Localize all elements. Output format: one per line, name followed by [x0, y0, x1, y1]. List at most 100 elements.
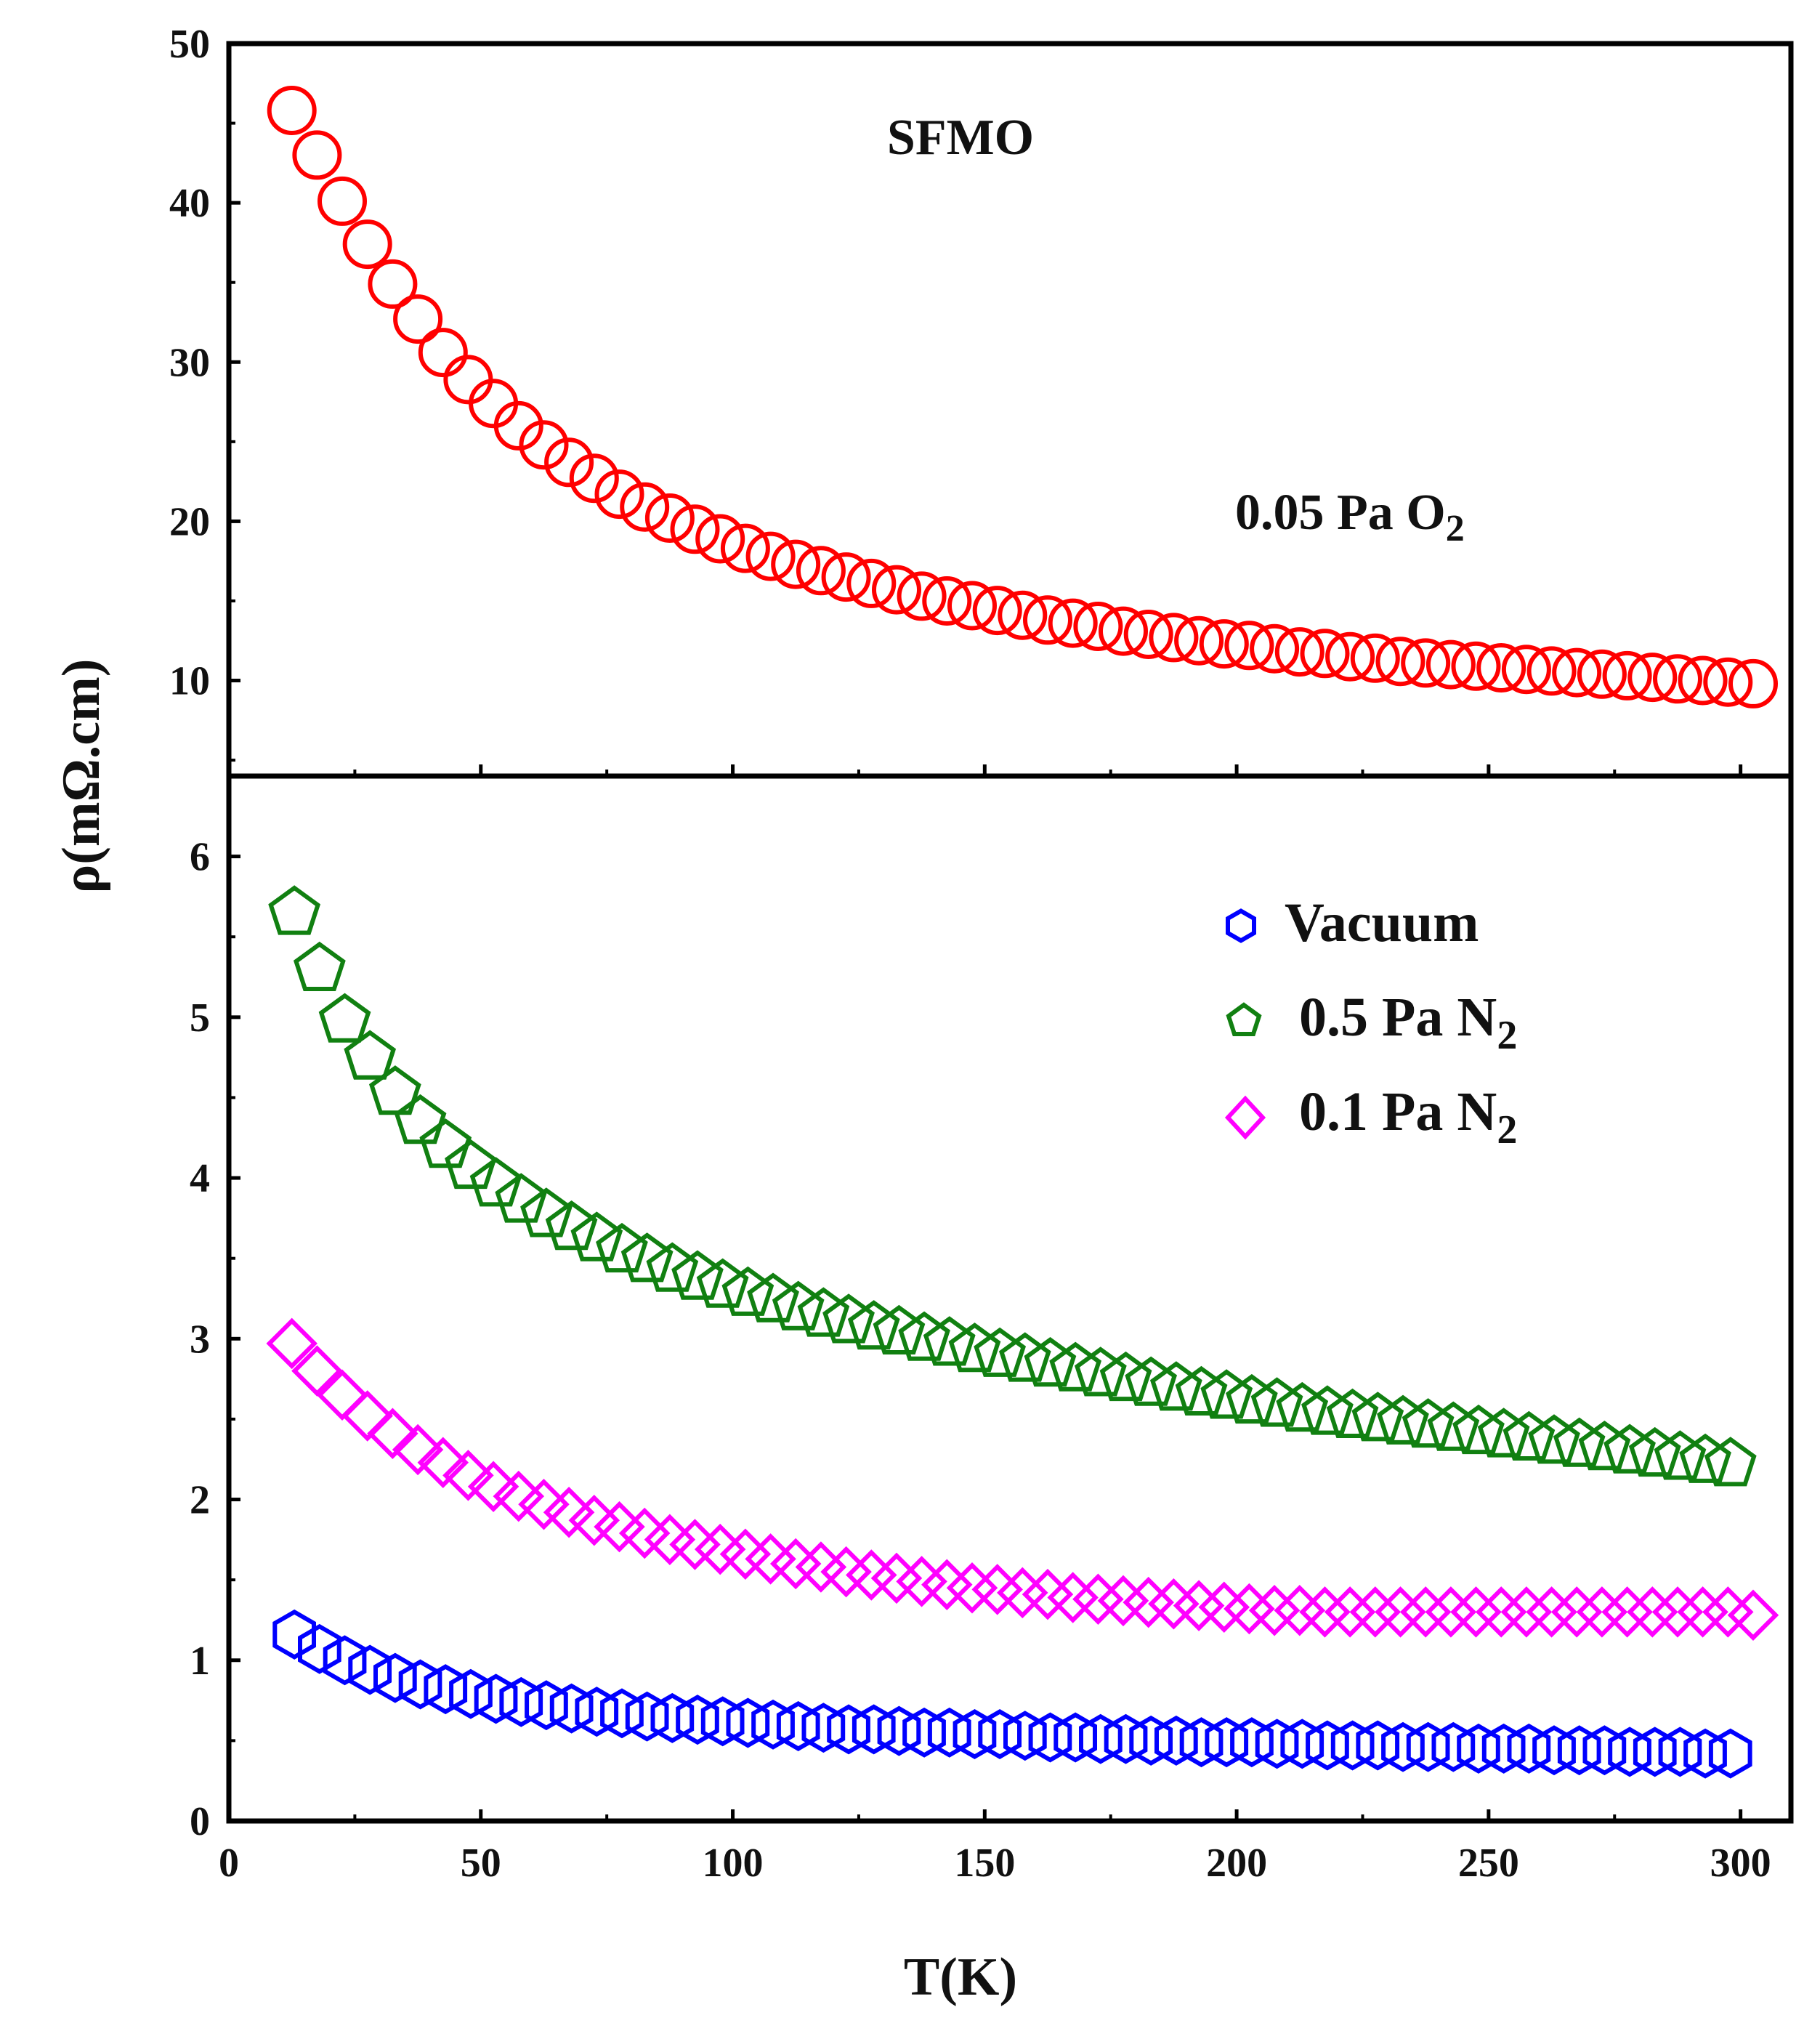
data-point-0-05-pa-o2	[821, 552, 871, 602]
atmosphere-annotation-main: 0.05 Pa O	[1235, 485, 1446, 541]
data-point-0-1-pa-n2	[316, 1369, 368, 1421]
data-point-0-05-pa-o2	[1401, 638, 1451, 688]
data-point-0-05-pa-o2	[544, 437, 594, 488]
data-point-0-05-pa-o2	[1703, 657, 1753, 707]
data-point-0-1-pa-n2	[1399, 1586, 1452, 1638]
data-point-vacuum	[1507, 1723, 1551, 1774]
data-point-vacuum	[1003, 1711, 1047, 1761]
data-point-0-05-pa-o2	[368, 259, 418, 309]
data-point-0-5-pa-n2	[1326, 1388, 1379, 1438]
data-point-0-5-pa-n2	[1074, 1346, 1127, 1397]
data-point-0-1-pa-n2	[442, 1450, 494, 1501]
top-y-tick-label: 40	[169, 181, 210, 226]
x-axis-title: T(K)	[904, 1947, 1017, 2007]
data-point-0-5-pa-n2	[1628, 1426, 1681, 1477]
data-point-vacuum	[1481, 1723, 1526, 1774]
data-point-vacuum	[499, 1676, 543, 1727]
data-point-0-05-pa-o2	[292, 130, 342, 180]
data-point-0-05-pa-o2	[493, 400, 543, 451]
data-point-0-05-pa-o2	[569, 453, 619, 504]
data-point-0-1-pa-n2	[543, 1486, 595, 1538]
data-point-0-1-pa-n2	[1576, 1586, 1628, 1638]
data-point-0-1-pa-n2	[1097, 1575, 1149, 1627]
data-point-0-5-pa-n2	[1226, 1373, 1278, 1424]
data-point-0-1-pa-n2	[341, 1390, 393, 1442]
x-tick-label: 250	[1458, 1841, 1519, 1886]
data-point-0-05-pa-o2	[1577, 649, 1627, 699]
data-point-0-05-pa-o2	[1425, 639, 1476, 690]
data-point-vacuum	[877, 1705, 921, 1756]
data-point-0-1-pa-n2	[1475, 1586, 1527, 1638]
x-tick-label: 50	[461, 1841, 501, 1886]
data-point-vacuum	[1557, 1725, 1601, 1776]
data-point-0-1-pa-n2	[1072, 1573, 1124, 1625]
data-point-0-05-pa-o2	[1325, 631, 1375, 682]
legend-marker-diamond	[1224, 1095, 1266, 1140]
data-point-0-1-pa-n2	[1425, 1586, 1477, 1638]
data-point-0-5-pa-n2	[721, 1266, 774, 1316]
data-point-0-1-pa-n2	[1627, 1586, 1678, 1638]
data-point-vacuum	[1582, 1725, 1627, 1776]
data-point-vacuum	[272, 1609, 316, 1660]
data-point-0-5-pa-n2	[1175, 1365, 1228, 1416]
data-point-0-05-pa-o2	[846, 558, 897, 608]
data-point-vacuum	[1608, 1727, 1651, 1777]
data-point-0-5-pa-n2	[1351, 1392, 1404, 1442]
data-point-0-05-pa-o2	[393, 294, 443, 344]
data-point-0-5-pa-n2	[520, 1187, 573, 1237]
legend: Vacuum 0.5 Pa N2 0.1 Pa N2	[1224, 892, 1517, 1152]
bottom-y-tick-label: 3	[190, 1317, 210, 1362]
data-point-0-5-pa-n2	[1477, 1408, 1530, 1458]
data-point-vacuum	[1381, 1721, 1425, 1772]
data-point-0-05-pa-o2	[1023, 595, 1072, 645]
data-point-vacuum	[700, 1696, 745, 1747]
data-point-0-05-pa-o2	[771, 539, 821, 589]
data-point-vacuum	[600, 1688, 644, 1739]
data-point-0-5-pa-n2	[268, 885, 321, 935]
data-point-0-1-pa-n2	[1299, 1586, 1351, 1638]
data-point-0-5-pa-n2	[1024, 1336, 1077, 1387]
data-point-0-05-pa-o2	[897, 571, 947, 621]
data-point-0-1-pa-n2	[1349, 1586, 1402, 1638]
top-panel-ticks: 10 20 30 40 50	[169, 22, 1743, 776]
data-point-0-1-pa-n2	[1123, 1576, 1174, 1628]
data-point-0-5-pa-n2	[1125, 1356, 1178, 1406]
data-point-0-05-pa-o2	[695, 514, 745, 564]
data-point-vacuum	[298, 1623, 341, 1674]
data-point-0-05-pa-o2	[1099, 606, 1148, 656]
legend-label-0-1-pa-n2: 0.1 Pa N2	[1299, 1081, 1517, 1152]
data-point-0-5-pa-n2	[923, 1316, 976, 1366]
data-point-0-05-pa-o2	[418, 328, 468, 378]
data-point-0-5-pa-n2	[998, 1332, 1051, 1382]
data-point-0-1-pa-n2	[1375, 1586, 1426, 1638]
data-point-0-5-pa-n2	[1704, 1437, 1757, 1487]
data-point-0-1-pa-n2	[1224, 1583, 1275, 1635]
data-point-0-5-pa-n2	[1603, 1424, 1656, 1474]
data-point-0-05-pa-o2	[670, 504, 720, 554]
data-point-vacuum	[927, 1707, 971, 1758]
bottom-y-tick-label: 4	[190, 1156, 210, 1201]
data-point-0-1-pa-n2	[1526, 1586, 1577, 1638]
data-point-0-1-pa-n2	[1248, 1584, 1301, 1636]
data-point-0-1-pa-n2	[1550, 1586, 1603, 1638]
data-point-0-1-pa-n2	[518, 1478, 570, 1530]
data-point-vacuum	[1658, 1727, 1702, 1777]
data-point-0-05-pa-o2	[519, 420, 569, 470]
data-point-0-5-pa-n2	[1250, 1377, 1303, 1427]
data-point-0-05-pa-o2	[1073, 602, 1123, 651]
data-point-vacuum	[1330, 1720, 1375, 1771]
data-point-vacuum	[625, 1691, 669, 1742]
data-point-vacuum	[1532, 1725, 1576, 1776]
atmosphere-annotation: 0.05 Pa O2	[1235, 485, 1465, 549]
data-point-0-1-pa-n2	[1677, 1586, 1728, 1638]
data-point-0-5-pa-n2	[344, 1030, 397, 1080]
data-point-0-5-pa-n2	[445, 1139, 497, 1190]
data-point-0-1-pa-n2	[291, 1345, 343, 1397]
x-tick-label: 100	[703, 1841, 764, 1886]
data-point-vacuum	[978, 1709, 1022, 1759]
data-point-vacuum	[1230, 1717, 1274, 1768]
data-point-vacuum	[1356, 1720, 1400, 1771]
data-point-vacuum	[953, 1709, 997, 1759]
data-point-0-5-pa-n2	[1679, 1433, 1731, 1483]
data-point-0-5-pa-n2	[974, 1327, 1027, 1377]
